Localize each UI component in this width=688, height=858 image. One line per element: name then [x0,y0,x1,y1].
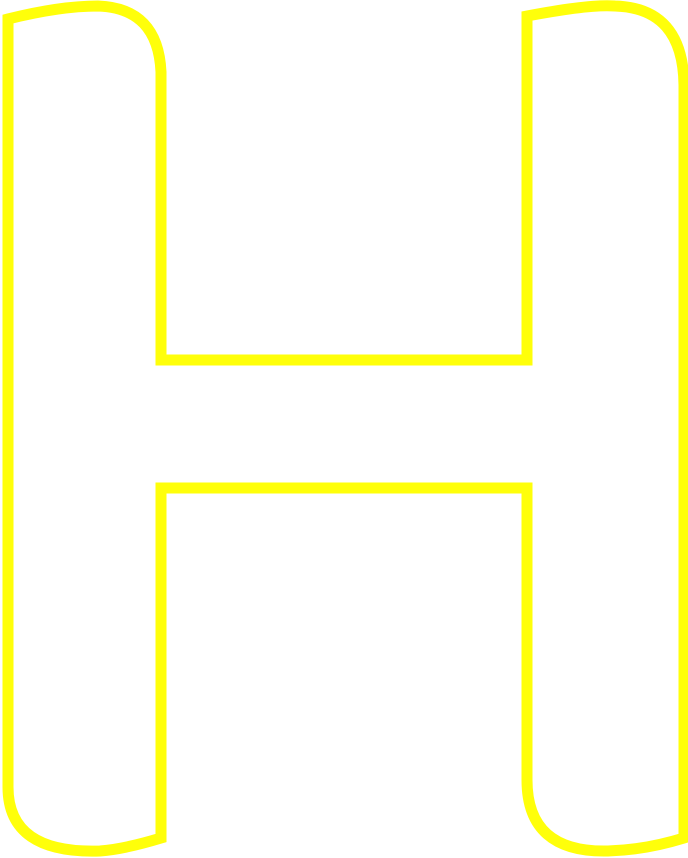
letter-h-outline-icon [2,0,688,857]
canvas [2,0,688,857]
letter-h-outline-graphic [2,0,688,857]
